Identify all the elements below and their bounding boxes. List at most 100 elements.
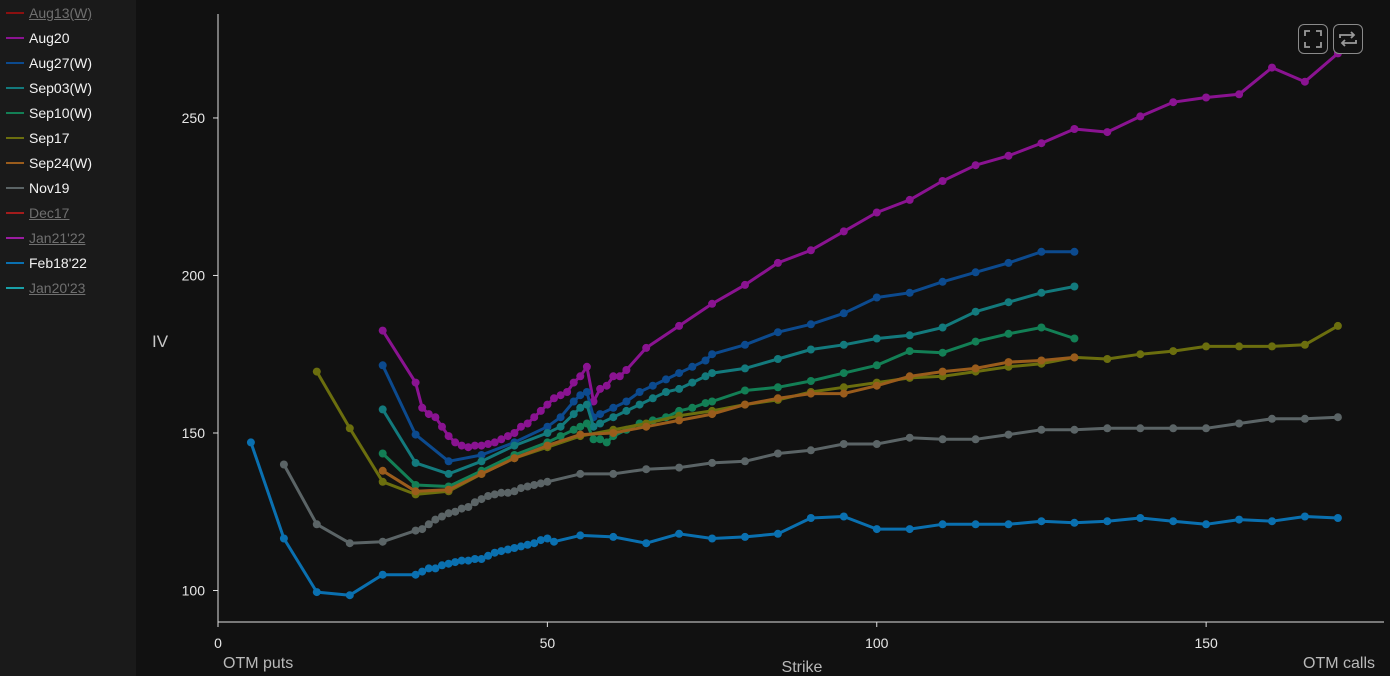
legend-item[interactable]: Jan21'22 (6, 228, 85, 248)
data-point (378, 449, 387, 458)
legend-item[interactable]: Sep17 (6, 128, 69, 148)
data-point (938, 520, 947, 529)
legend-item[interactable]: Sep03(W) (6, 78, 92, 98)
data-point (839, 369, 848, 378)
data-point (576, 422, 585, 431)
data-point (1037, 139, 1046, 148)
data-point (490, 438, 499, 447)
x-tick-label: 50 (540, 635, 556, 651)
data-point (418, 403, 427, 412)
data-point (411, 487, 420, 496)
data-point (1202, 93, 1211, 102)
legend-item[interactable]: Nov19 (6, 178, 69, 198)
data-point (741, 340, 749, 349)
data-point (424, 520, 433, 529)
legend-item[interactable]: Aug20 (6, 28, 69, 48)
legend-swatch (6, 237, 24, 239)
data-point (378, 477, 387, 486)
fullscreen-button[interactable] (1298, 24, 1328, 54)
data-point (773, 529, 782, 538)
data-point (938, 348, 947, 357)
x-tick-label: 0 (214, 635, 222, 651)
data-point (576, 391, 585, 400)
data-point (589, 422, 598, 431)
legend-item[interactable]: Aug13(W) (6, 3, 92, 23)
data-point (839, 383, 848, 392)
data-point (701, 356, 710, 365)
data-point (1268, 517, 1276, 526)
data-point (662, 388, 670, 396)
data-point (1136, 112, 1145, 121)
data-point (444, 559, 453, 568)
data-point (497, 488, 506, 497)
legend-item[interactable]: Sep10(W) (6, 103, 92, 123)
data-point (806, 514, 815, 522)
data-point (688, 362, 697, 371)
data-point (872, 525, 881, 534)
data-point (431, 564, 440, 573)
legend-item[interactable]: Aug27(W) (6, 53, 92, 73)
legend-item[interactable]: Feb18'22 (6, 253, 87, 273)
data-point (1103, 424, 1112, 433)
data-point (431, 413, 440, 422)
data-point (411, 570, 420, 579)
legend-label: Aug20 (29, 30, 70, 46)
data-point (1235, 342, 1244, 351)
data-point (517, 422, 525, 431)
data-point (635, 388, 644, 396)
data-point (688, 378, 697, 387)
series-aug27-w- (378, 247, 1079, 466)
data-point (1004, 258, 1013, 267)
data-point (1300, 77, 1309, 86)
legend-item[interactable]: Jan20'23 (6, 278, 85, 298)
data-point (484, 440, 493, 448)
data-point (839, 340, 848, 349)
data-point (1235, 515, 1244, 524)
data-point (1268, 414, 1276, 423)
series-sep24-w- (378, 353, 1079, 496)
data-point (451, 507, 460, 516)
data-point (464, 443, 473, 452)
data-point (708, 299, 717, 308)
data-point (1202, 520, 1211, 529)
data-point (490, 548, 499, 557)
iv-chart: 100 150 200 250 0 50 100 150 IV Strike OTM puts… (152, 14, 1384, 676)
data-point (741, 386, 749, 395)
data-point (839, 227, 848, 236)
data-point (1037, 356, 1046, 365)
data-point (576, 469, 585, 478)
x-tick-label: 100 (865, 635, 889, 651)
legend-item[interactable]: Dec17 (6, 203, 69, 223)
data-point (741, 400, 749, 409)
data-point (701, 399, 710, 408)
data-point (806, 446, 815, 455)
data-point (602, 381, 611, 390)
data-point (411, 430, 420, 439)
data-point (589, 435, 598, 444)
data-point (576, 531, 585, 540)
data-point (1300, 340, 1309, 349)
data-point (1235, 90, 1244, 99)
data-point (675, 463, 684, 472)
data-point (622, 366, 631, 374)
series-aug20 (378, 49, 1342, 452)
data-point (497, 435, 506, 444)
data-point (411, 378, 420, 387)
swap-button[interactable] (1333, 24, 1363, 54)
data-point (517, 484, 525, 493)
data-point (556, 422, 565, 431)
data-point (444, 485, 453, 494)
data-point (550, 394, 558, 403)
data-point (622, 397, 631, 406)
data-point (839, 440, 848, 448)
data-point (971, 364, 980, 373)
data-point (708, 458, 717, 467)
data-point (648, 394, 657, 403)
legend-item[interactable]: Sep24(W) (6, 153, 92, 173)
data-point (490, 490, 499, 499)
data-point (1202, 342, 1211, 351)
data-point (378, 466, 387, 475)
data-point (872, 440, 881, 448)
chart-area: 100 150 200 250 0 50 100 150 IV Strike OTM puts… (136, 0, 1390, 676)
legend-label: Sep17 (29, 130, 70, 146)
